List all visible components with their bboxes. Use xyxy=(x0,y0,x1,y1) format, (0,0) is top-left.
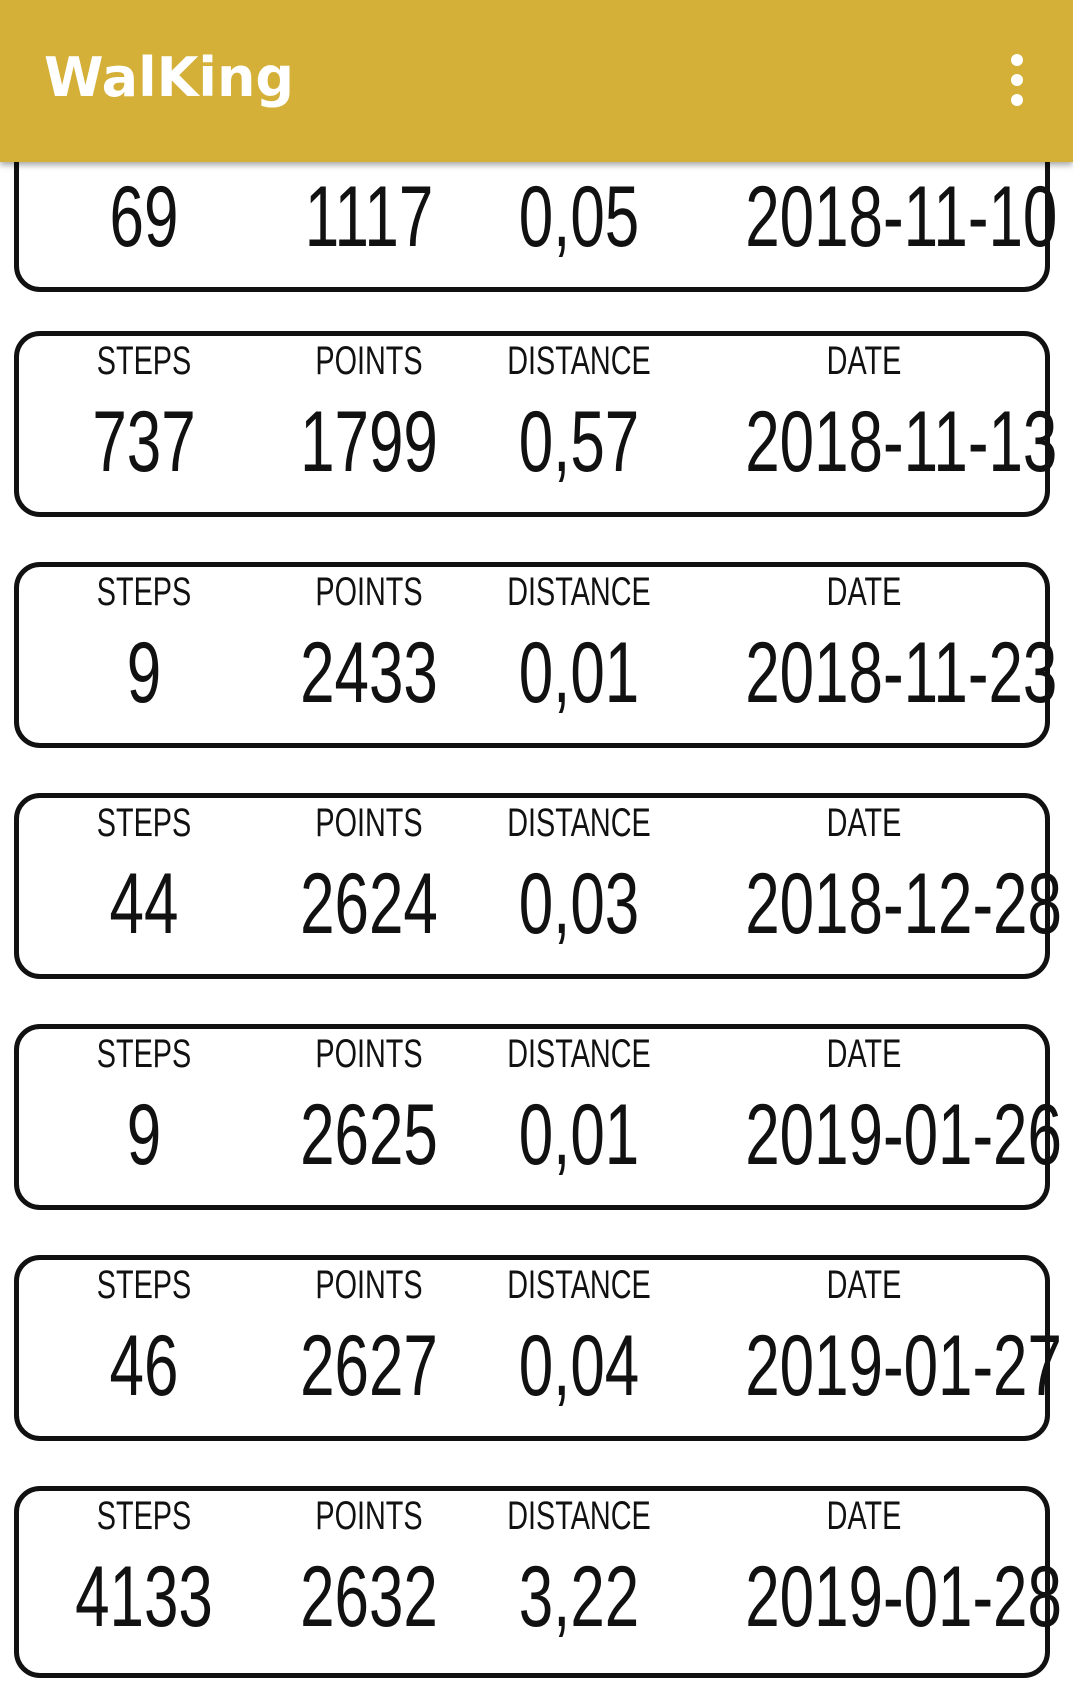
date-value: 2019-01-28 xyxy=(745,1549,1062,1645)
steps-label: STEPS xyxy=(96,570,192,614)
points-label: POINTS xyxy=(315,801,423,845)
date-value: 2018-11-13 xyxy=(745,394,1058,490)
date-label: DATE xyxy=(826,570,902,614)
steps-value: 9 xyxy=(126,625,162,721)
steps-value: 737 xyxy=(92,394,196,490)
more-vert-icon xyxy=(1011,94,1023,106)
points-value: 2632 xyxy=(300,1549,438,1645)
app-bar: WalKing xyxy=(0,0,1073,162)
steps-value: 4133 xyxy=(75,1549,213,1645)
distance-value: 0,01 xyxy=(518,625,640,721)
record-card[interactable]: STEPS 737 POINTS 1799 DISTANCE 0,57 DATE… xyxy=(14,331,1058,517)
steps-value: 44 xyxy=(109,856,179,952)
distance-label: DISTANCE xyxy=(507,1263,651,1307)
points-label: POINTS xyxy=(315,1263,423,1307)
distance-value: 0,01 xyxy=(518,1087,640,1183)
points-label: POINTS xyxy=(315,570,423,614)
date-label: DATE xyxy=(826,339,902,383)
record-card[interactable]: STEPS 4133 POINTS 2632 DISTANCE 3,22 DAT… xyxy=(14,1486,1062,1678)
steps-label: STEPS xyxy=(96,1263,192,1307)
steps-value: 9 xyxy=(126,1087,162,1183)
more-vert-icon xyxy=(1011,74,1023,86)
distance-value: 0,57 xyxy=(518,394,640,490)
app-title: WalKing xyxy=(44,46,295,109)
date-label: DATE xyxy=(826,1494,902,1538)
points-value: 2433 xyxy=(300,625,438,721)
distance-value: 0,05 xyxy=(518,169,640,265)
record-card[interactable]: STEPS 9 POINTS 2433 DISTANCE 0,01 DATE 2… xyxy=(14,562,1058,748)
steps-value: 69 xyxy=(109,169,179,265)
distance-label: DISTANCE xyxy=(507,1494,651,1538)
points-label: POINTS xyxy=(315,339,423,383)
distance-value: 0,04 xyxy=(518,1318,640,1414)
record-card[interactable]: STEPS 44 POINTS 2624 DISTANCE 0,03 DATE … xyxy=(14,793,1062,979)
record-card[interactable]: STEPS 46 POINTS 2627 DISTANCE 0,04 DATE … xyxy=(14,1255,1062,1441)
steps-label: STEPS xyxy=(96,1494,192,1538)
distance-value: 3,22 xyxy=(518,1549,640,1645)
record-card[interactable]: STEPS 9 POINTS 2625 DISTANCE 0,01 DATE 2… xyxy=(14,1024,1062,1210)
distance-label: DISTANCE xyxy=(507,1032,651,1076)
steps-label: STEPS xyxy=(96,339,192,383)
points-value: 1117 xyxy=(304,169,434,265)
distance-label: DISTANCE xyxy=(507,801,651,845)
date-value: 2018-11-10 xyxy=(745,169,1058,265)
points-label: POINTS xyxy=(315,1494,423,1538)
distance-value: 0,03 xyxy=(518,856,640,952)
distance-label: DISTANCE xyxy=(507,570,651,614)
overflow-menu-button[interactable] xyxy=(1001,48,1033,112)
steps-value: 46 xyxy=(109,1318,179,1414)
date-label: DATE xyxy=(826,801,902,845)
more-vert-icon xyxy=(1011,54,1023,66)
date-value: 2019-01-26 xyxy=(745,1087,1062,1183)
date-value: 2018-12-28 xyxy=(745,856,1062,952)
points-value: 2624 xyxy=(300,856,438,952)
points-value: 1799 xyxy=(300,394,438,490)
points-label: POINTS xyxy=(315,1032,423,1076)
date-value: 2019-01-27 xyxy=(745,1318,1062,1414)
distance-label: DISTANCE xyxy=(507,339,651,383)
points-value: 2625 xyxy=(300,1087,438,1183)
points-value: 2627 xyxy=(300,1318,438,1414)
date-value: 2018-11-23 xyxy=(745,625,1058,721)
steps-label: STEPS xyxy=(96,1032,192,1076)
date-label: DATE xyxy=(826,1263,902,1307)
date-label: DATE xyxy=(826,1032,902,1076)
steps-label: STEPS xyxy=(96,801,192,845)
